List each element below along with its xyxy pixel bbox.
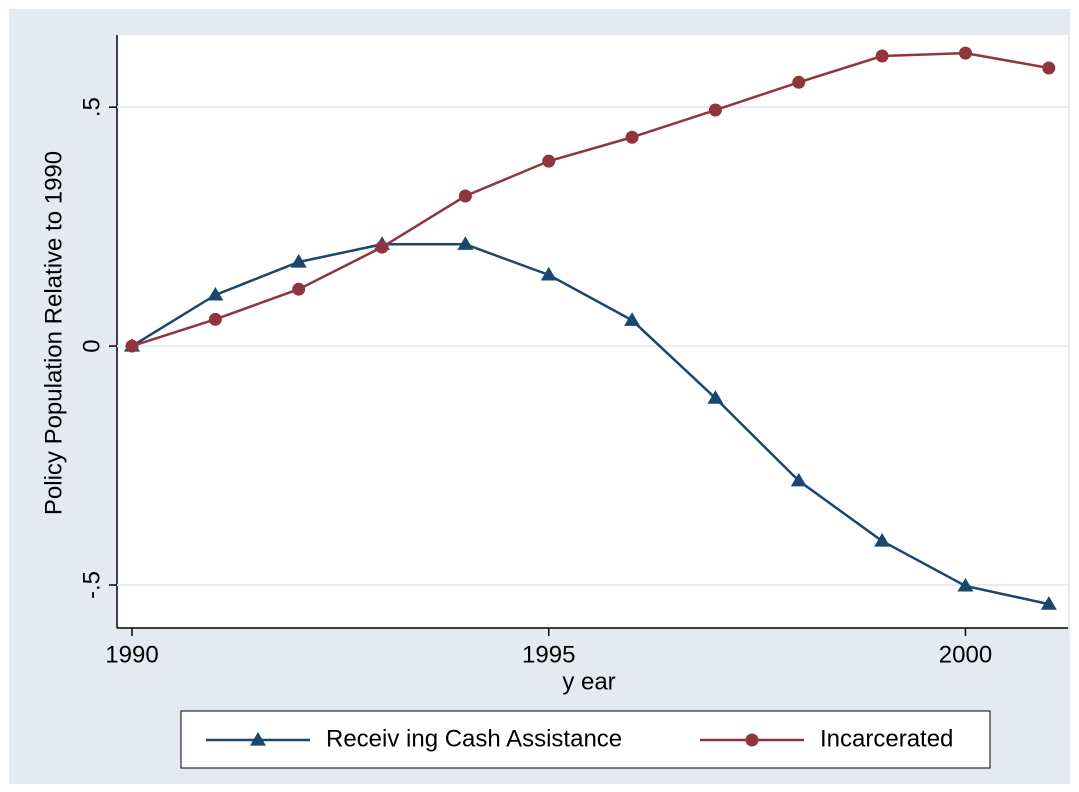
marker: [250, 732, 266, 746]
marker: [624, 312, 641, 326]
y-tick-label: -.5: [78, 571, 105, 599]
legend-box: [180, 710, 991, 769]
plot-area: [117, 35, 1068, 628]
marker: [875, 49, 889, 63]
marker: [540, 266, 557, 281]
marker: [290, 253, 307, 268]
marker: [708, 103, 722, 117]
x-axis-title: y ear: [562, 668, 615, 695]
marker: [292, 282, 306, 296]
marker: [125, 339, 139, 353]
marker: [874, 533, 891, 547]
marker: [542, 154, 556, 168]
x-tick-label: 1995: [522, 641, 575, 668]
legend-label: Receiv ing Cash Assistance: [326, 725, 622, 752]
series-line: [131, 243, 1050, 606]
marker: [457, 236, 474, 250]
legend-label: Incarcerated: [820, 725, 953, 752]
x-tick-label: 2000: [939, 641, 992, 668]
marker: [792, 75, 806, 89]
marker: [707, 390, 724, 404]
marker: [790, 472, 807, 487]
marker: [208, 312, 222, 326]
y-tick-label: .5: [78, 97, 105, 117]
marker: [745, 733, 759, 747]
series-line: [131, 51, 1050, 348]
marker: [1040, 596, 1057, 610]
marker: [458, 189, 472, 203]
y-axis-title: Policy Population Relative to 1990: [40, 151, 67, 515]
y-tick-label: 0: [78, 339, 105, 352]
marker: [207, 286, 224, 301]
marker: [958, 46, 972, 60]
marker: [375, 240, 389, 254]
marker: [625, 130, 639, 144]
marker: [1042, 61, 1056, 75]
x-tick-label: 1990: [105, 641, 158, 668]
marker: [957, 577, 974, 592]
